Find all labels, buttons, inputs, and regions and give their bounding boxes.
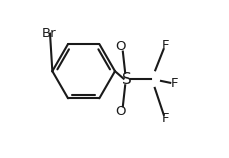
Text: S: S [121,72,131,86]
Text: F: F [161,112,168,125]
Text: F: F [161,39,168,52]
Text: O: O [115,105,125,118]
Text: O: O [115,40,125,53]
Text: Br: Br [41,27,56,40]
Text: F: F [170,77,177,90]
